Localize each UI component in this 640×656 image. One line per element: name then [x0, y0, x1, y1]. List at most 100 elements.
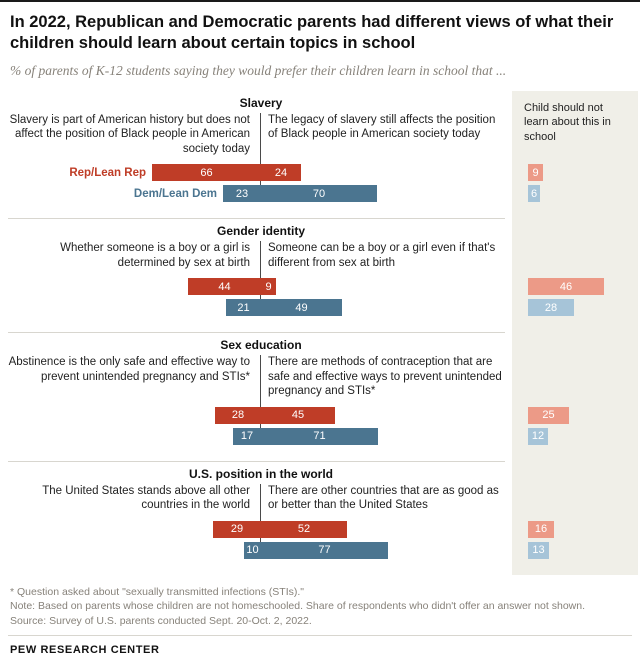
statement-pair: The United States stands above all other…	[0, 484, 640, 513]
bar-rep-left: 66	[152, 164, 261, 182]
chart-title: In 2022, Republican and Democratic paren…	[10, 13, 614, 52]
not-learn-panel-header: Child should not learn about this in sch…	[524, 101, 611, 143]
bar-value: 52	[297, 523, 311, 536]
bar-dem-right: 71	[261, 427, 378, 445]
bar-rep-not-learn: 16	[528, 520, 554, 538]
bar-group: Rep/Lean Rep 66 24 Dem/Lean Dem 23 70	[0, 164, 640, 203]
rep-bar-row: Rep/Lean Rep 66 24	[0, 164, 640, 182]
bar-rep-right: 45	[261, 406, 335, 424]
not-learn-dem-row: 13	[528, 541, 554, 559]
bar-rep-not-learn: 25	[528, 406, 569, 424]
footnotes: * Question asked about "sexually transmi…	[10, 585, 628, 628]
center-axis-line	[260, 355, 261, 445]
statement-pair: Whether someone is a boy or a girl is de…	[0, 241, 640, 270]
section-gender-identity: Gender identity Whether someone is a boy…	[0, 219, 640, 332]
rep-bar-row: 29 52	[0, 520, 640, 538]
right-statement: Someone can be a boy or a girl even if t…	[268, 242, 496, 269]
right-bar-zone: 9	[261, 278, 640, 296]
bar-dem-not-learn: 28	[528, 299, 574, 317]
right-bar-zone: 49	[261, 299, 640, 317]
source-note: Source: Survey of U.S. parents conducted…	[10, 614, 312, 627]
left-bar-zone: 10	[0, 541, 261, 559]
bar-dem-not-learn: 13	[528, 541, 549, 559]
bar-rep-right: 9	[261, 278, 276, 296]
bar-value: 77	[318, 544, 331, 557]
left-statement: The United States stands above all other…	[42, 484, 250, 512]
dem-bar-row: 21 49	[0, 299, 640, 317]
left-bar-zone: 29	[0, 520, 261, 538]
bar-dem-not-learn: 6	[528, 185, 540, 203]
bar-rep-not-learn: 46	[528, 278, 604, 296]
section-divider	[8, 218, 505, 220]
not-learn-dem-row: 28	[528, 299, 604, 317]
section-us-position: U.S. position in the world The United St…	[0, 462, 640, 575]
bar-value: 25	[542, 409, 555, 422]
bar-dem-right: 77	[261, 541, 388, 559]
bar-dem-left: 23	[223, 185, 261, 203]
bar-rep-right: 24	[261, 164, 301, 182]
bar-rep-right: 52	[261, 520, 347, 538]
left-bar-zone: Rep/Lean Rep 66	[0, 164, 261, 182]
right-bar-zone: 71	[261, 427, 640, 445]
section-title: Sex education	[220, 338, 302, 353]
right-statement: There are other countries that are as go…	[268, 484, 499, 512]
dem-bar-row: 17 71	[0, 427, 640, 445]
bar-value: 23	[235, 187, 249, 200]
left-statement: Slavery is part of American history but …	[9, 113, 250, 155]
section-sex-education: Sex education Abstinence is the only saf…	[0, 333, 640, 460]
section-title: Slavery	[239, 95, 283, 110]
right-statement: The legacy of slavery still affects the …	[268, 113, 496, 141]
bar-rep-left: 29	[213, 520, 261, 538]
right-bar-zone: 52	[261, 520, 640, 538]
bar-group: 28 45 17 71 25	[0, 406, 640, 445]
bar-value: 29	[230, 523, 244, 536]
bar-value: 13	[532, 544, 545, 557]
section-divider	[8, 460, 505, 462]
bar-dem-left: 21	[226, 299, 261, 317]
not-learn-rep-row: 46	[528, 278, 604, 296]
not-learn-dem-row: 12	[528, 427, 569, 445]
bar-value: 9	[532, 166, 539, 179]
bar-value: 16	[534, 523, 548, 536]
bar-group: 44 9 21 49 46	[0, 278, 640, 317]
bar-value: 49	[295, 301, 308, 314]
bar-value: 46	[559, 280, 573, 293]
not-learn-rep-row: 16	[528, 520, 554, 538]
right-bar-zone: 24	[261, 164, 640, 182]
not-learn-bars: 46 28	[528, 278, 604, 320]
bar-value: 9	[265, 280, 272, 293]
dem-bar-row: 10 77	[0, 541, 640, 559]
bar-value: 28	[544, 301, 558, 314]
not-learn-rep-row: 25	[528, 406, 569, 424]
bar-rep-left: 44	[188, 278, 261, 296]
bar-dem-right: 49	[261, 299, 342, 317]
right-statement: There are methods of contraception that …	[268, 356, 502, 398]
not-learn-bars: 9 6	[528, 164, 543, 206]
not-learn-dem-row: 6	[528, 185, 543, 203]
methodology-note: Note: Based on parents whose children ar…	[10, 600, 586, 613]
section-title: U.S. position in the world	[189, 466, 333, 481]
section-body: The United States stands above all other…	[0, 483, 640, 559]
rep-bar-row: 28 45	[0, 406, 640, 424]
bar-value: 21	[237, 301, 250, 314]
section-body: Abstinence is the only safe and effectiv…	[0, 355, 640, 445]
not-learn-bars: 25 12	[528, 406, 569, 449]
right-bar-zone: 45	[261, 406, 640, 424]
rep-legend-label: Rep/Lean Rep	[69, 166, 146, 179]
section-slavery: Slavery Slavery is part of American hist…	[0, 91, 640, 218]
left-bar-zone: 21	[0, 299, 261, 317]
rep-bar-row: 44 9	[0, 278, 640, 296]
left-bar-zone: 44	[0, 278, 261, 296]
top-border-rule	[0, 0, 640, 2]
pew-research-center-wordmark: PEW RESEARCH CENTER	[10, 644, 160, 656]
bar-value: 70	[312, 187, 326, 200]
bar-value: 10	[246, 544, 259, 557]
left-bar-zone: Dem/Lean Dem 23	[0, 185, 261, 203]
section-body: Slavery is part of American history but …	[0, 112, 640, 203]
bar-value: 24	[274, 166, 288, 179]
section-divider	[8, 332, 505, 334]
chart-subtitle: % of parents of K-12 students saying the…	[10, 62, 507, 78]
bar-value: 66	[200, 166, 213, 179]
bar-dem-not-learn: 12	[528, 427, 548, 445]
right-bar-zone: 77	[261, 541, 640, 559]
